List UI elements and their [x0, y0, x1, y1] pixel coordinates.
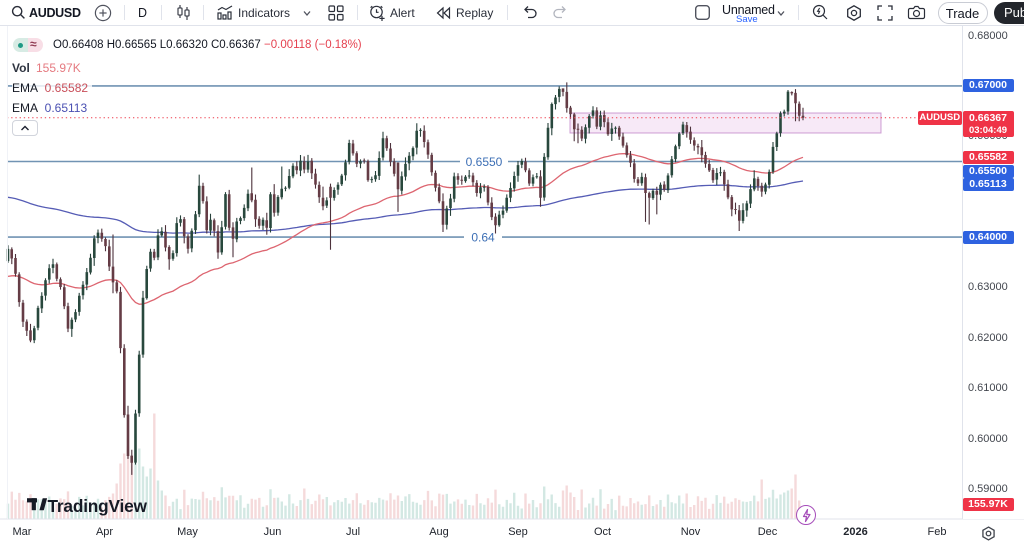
svg-text:0.6550: 0.6550 [466, 155, 503, 169]
svg-text:TradingView: TradingView [48, 497, 148, 516]
svg-text:0.64: 0.64 [471, 231, 495, 245]
